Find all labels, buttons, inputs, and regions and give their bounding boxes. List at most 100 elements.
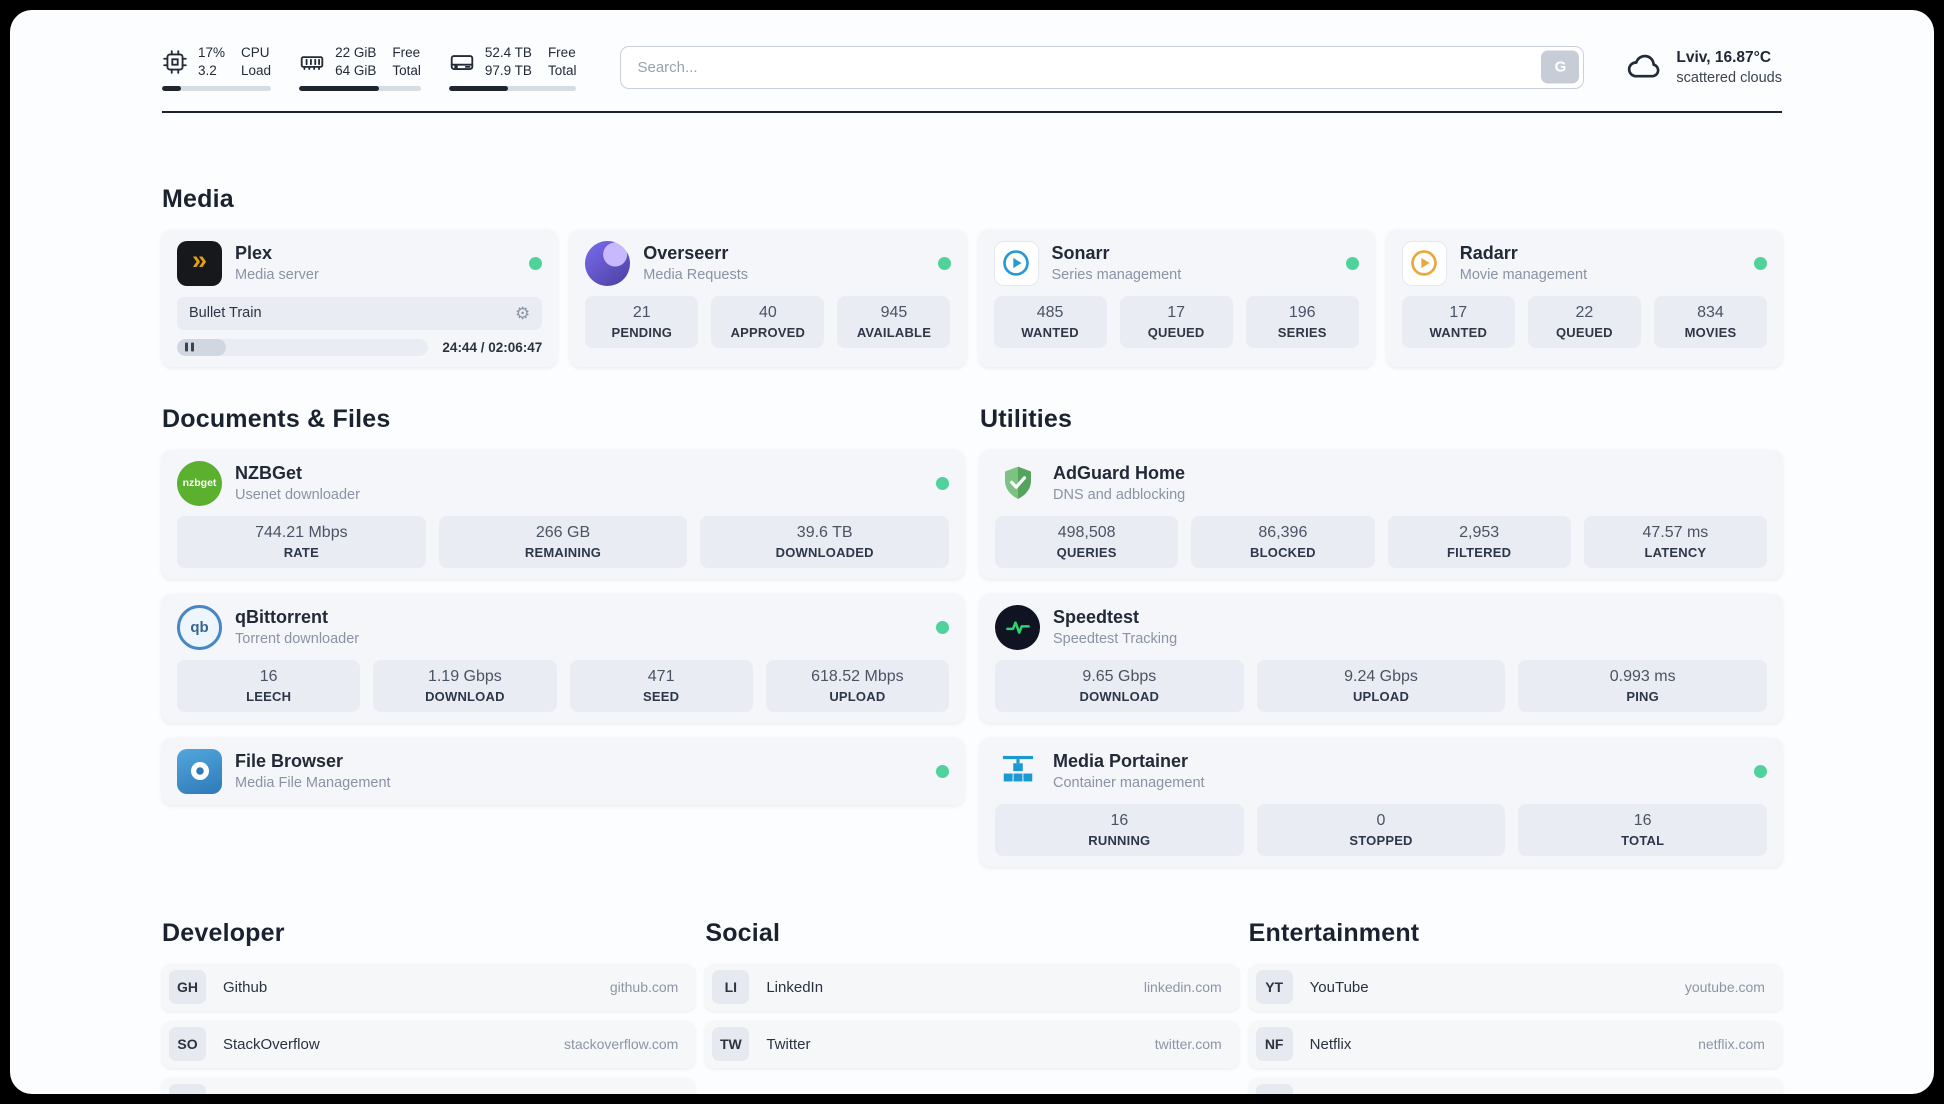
app-card-portainer[interactable]: Media Portainer Container management 16 R… — [980, 737, 1782, 867]
bookmark-abbr: TW — [712, 1027, 750, 1062]
search-engine-button[interactable]: G — [1541, 50, 1580, 84]
ram-free-value: 22 GiB — [335, 45, 377, 60]
bookmark-name: YouTube — [1309, 978, 1369, 996]
bookmark-url: reddit.com — [1700, 1093, 1765, 1094]
app-name: NZBGet — [235, 463, 302, 484]
playback-row: 24:44 / 02:06:47 — [177, 338, 542, 356]
app-name: Radarr — [1459, 243, 1518, 264]
stat-box: 17 WANTED — [1401, 295, 1515, 348]
bookmark-abbr: SO — [169, 1027, 206, 1062]
disk-icon — [449, 49, 475, 75]
cpu-widget: 17% 3.2 CPU Load — [162, 44, 272, 91]
search-input[interactable] — [620, 45, 1585, 89]
disk-widget: 52.4 TB 97.9 TB Free Total — [448, 44, 577, 91]
app-name: AdGuard Home — [1053, 463, 1186, 484]
cpu-percent: 17% — [198, 45, 226, 60]
section-media: Media » Plex Media server Bullet Train — [162, 185, 1782, 367]
ram-total-value: 64 GiB — [335, 62, 377, 78]
weather-location: Lviv, 16.87°C — [1676, 48, 1772, 66]
app-card-overseerr[interactable]: Overseerr Media Requests 21 PENDING 40 APP… — [570, 229, 966, 367]
stat-box: 16 LEECH — [177, 659, 361, 712]
stat-box: 471 SEED — [569, 659, 753, 712]
adguard-icon — [995, 461, 1040, 506]
radarr-icon — [1401, 240, 1447, 286]
bookmark-reddit[interactable]: RE Reddit reddit.com — [1248, 1077, 1782, 1094]
playback-progress-fill — [177, 338, 227, 356]
section-title-social: Social — [705, 918, 781, 947]
stat-box: 618.52 Mbps UPLOAD — [765, 659, 949, 712]
gear-icon[interactable]: ⚙ — [515, 303, 531, 323]
section-title-utilities: Utilities — [980, 404, 1073, 433]
section-developer: Developer GH Github github.com SO StackO… — [162, 919, 696, 1094]
now-playing-bar: Bullet Train ⚙ — [177, 296, 543, 330]
ram-widget: 22 GiB 64 GiB Free Total — [299, 44, 421, 91]
app-name: Media Portainer — [1053, 751, 1189, 772]
bookmark-twitter[interactable]: TW Twitter twitter.com — [705, 1020, 1239, 1068]
bookmark-url: twitter.com — [1154, 1036, 1222, 1053]
app-card-sonarr[interactable]: Sonarr Series management 485 WANTED 17 QUE… — [978, 229, 1374, 367]
bookmark-name: Twitter — [766, 1035, 811, 1053]
bookmark-url: linkedin.com — [1143, 979, 1222, 996]
search-bar: G — [620, 45, 1585, 89]
bookmark-stackoverflow[interactable]: SO StackOverflow stackoverflow.com — [162, 1020, 696, 1068]
bookmark-url: dev.to — [641, 1093, 678, 1094]
bookmark-youtube[interactable]: YT YouTube youtube.com — [1248, 963, 1782, 1011]
dashboard-page: 17% 3.2 CPU Load — [10, 10, 1934, 1094]
ram-progress-fill — [299, 86, 380, 91]
ram-progress-bar — [299, 86, 421, 91]
bookmark-name: StackOverflow — [223, 1035, 320, 1053]
bookmark-github[interactable]: GH Github github.com — [162, 963, 696, 1011]
stat-box: 1.19 Gbps DOWNLOAD — [373, 659, 557, 712]
disk-progress-fill — [448, 86, 508, 91]
pause-icon[interactable] — [185, 342, 194, 352]
app-name: Overseerr — [643, 243, 729, 264]
bookmark-url: stackoverflow.com — [563, 1036, 679, 1053]
weather-condition: scattered clouds — [1676, 69, 1782, 86]
cpu-load-value: 3.2 — [198, 62, 217, 78]
ram-total-label: Total — [392, 62, 421, 78]
app-subtitle: Media server — [235, 267, 319, 284]
app-card-adguard[interactable]: AdGuard Home DNS and adblocking 498,508 Q… — [980, 449, 1782, 579]
app-card-nzbget[interactable]: nzbget NZBGet Usenet downloader 744.21 M… — [162, 449, 964, 579]
ram-free-label: Free — [392, 45, 421, 60]
bookmark-abbr: NF — [1255, 1027, 1293, 1062]
bookmark-abbr: LI — [712, 970, 750, 1005]
app-subtitle: DNS and adblocking — [1053, 487, 1186, 504]
bookmark-linkedin[interactable]: LI LinkedIn linkedin.com — [705, 963, 1239, 1011]
header-divider — [162, 110, 1782, 113]
section-documents: Documents & Files nzbget NZBGet Usenet d… — [162, 405, 964, 867]
stat-box: 39.6 TB DOWNLOADED — [700, 515, 950, 568]
stat-box: 0.993 ms PING — [1518, 659, 1768, 712]
cpu-progress-bar — [162, 86, 272, 91]
status-dot — [1754, 764, 1767, 778]
status-dot — [936, 620, 949, 634]
stat-box: 17 QUEUED — [1119, 295, 1233, 348]
app-name: Sonarr — [1051, 243, 1110, 264]
stat-box: 945 AVAILABLE — [837, 295, 951, 348]
app-subtitle: Movie management — [1459, 267, 1588, 284]
app-card-speedtest[interactable]: Speedtest Speedtest Tracking 9.65 Gbps DO… — [980, 593, 1782, 723]
playback-progress-track — [177, 338, 429, 356]
app-name: Speedtest — [1053, 607, 1140, 628]
topbar: 17% 3.2 CPU Load — [162, 10, 1782, 91]
weather-cloud-icon — [1624, 47, 1664, 87]
bookmark-abbr: RE — [1255, 1084, 1293, 1094]
app-card-plex[interactable]: » Plex Media server Bullet Train ⚙ — [162, 229, 558, 367]
status-dot — [936, 476, 949, 490]
stat-box: 485 WANTED — [993, 295, 1107, 348]
bookmark-netflix[interactable]: NF Netflix netflix.com — [1248, 1020, 1782, 1068]
bookmark-dev[interactable]: DT DEV dev.to — [162, 1077, 696, 1094]
section-title-entertainment: Entertainment — [1248, 918, 1420, 947]
weather-widget: Lviv, 16.87°C scattered clouds — [1624, 47, 1782, 87]
bookmark-name: Github — [223, 978, 268, 996]
app-name: Plex — [235, 243, 273, 264]
app-subtitle: Speedtest Tracking — [1053, 631, 1178, 648]
app-subtitle: Media File Management — [235, 775, 391, 792]
app-card-qbittorrent[interactable]: qb qBittorrent Torrent downloader 16 LEEC… — [162, 593, 964, 723]
media-grid: » Plex Media server Bullet Train ⚙ — [162, 229, 1782, 367]
stat-box: 16 RUNNING — [995, 803, 1244, 856]
cpu-load-label: Load — [241, 62, 272, 78]
app-card-radarr[interactable]: Radarr Movie management 17 WANTED 22 QUEUE… — [1386, 229, 1782, 367]
app-subtitle: Usenet downloader — [235, 487, 360, 504]
app-card-filebrowser[interactable]: File Browser Media File Management — [162, 737, 964, 805]
